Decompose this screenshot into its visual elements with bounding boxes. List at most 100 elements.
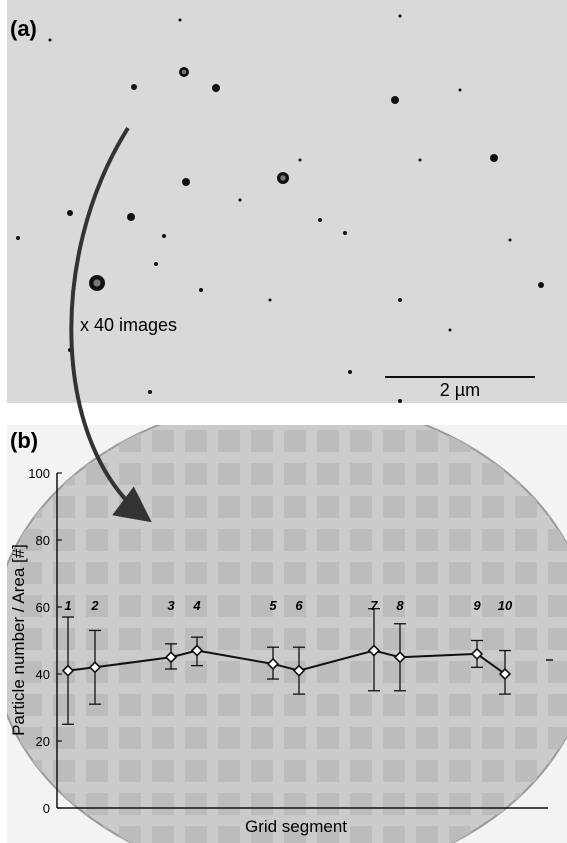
grid-cell: [86, 628, 108, 650]
grid-cell: [119, 628, 141, 650]
grid-cell: [350, 694, 372, 716]
grid-cell: [449, 727, 471, 749]
grid-cell: [449, 562, 471, 584]
grid-cell: [515, 661, 537, 683]
grid-cell: [482, 760, 504, 782]
y-ticks: 0 20 40 60 80 100: [28, 466, 62, 816]
data-point: [190, 644, 204, 657]
grid-cell: [119, 595, 141, 617]
grid-cell: [251, 661, 273, 683]
grid-cell: [416, 628, 438, 650]
grid-cell: [284, 694, 306, 716]
grid-cell: [548, 727, 567, 749]
segment-label: 5: [269, 598, 277, 613]
grid-cell: [482, 496, 504, 518]
y-tick-label: 80: [36, 533, 50, 548]
grid-cell: [119, 496, 141, 518]
grid-cell: [317, 826, 339, 843]
grid-cell: [53, 562, 75, 584]
grid-cell: [383, 628, 405, 650]
grid-cell: [86, 595, 108, 617]
grid-cell: [383, 793, 405, 815]
grid-cell: [86, 694, 108, 716]
segment-label: 10: [498, 598, 513, 613]
panel-b-label: (b): [10, 428, 38, 453]
grid-cell: [152, 430, 174, 452]
grid-cell: [515, 628, 537, 650]
grid-cell: [251, 496, 273, 518]
grid-cell: [251, 595, 273, 617]
grid-cell: [251, 727, 273, 749]
grid-cell: [350, 496, 372, 518]
grid-cell: [548, 595, 567, 617]
grid-cell: [515, 727, 537, 749]
panel-a: (a) 2 µm: [7, 0, 567, 403]
grid-cell: [416, 595, 438, 617]
grid-cell: [383, 529, 405, 551]
grid-cell: [317, 628, 339, 650]
grid-cell: [119, 463, 141, 485]
grid-cell: [383, 694, 405, 716]
grid-cell: [152, 661, 174, 683]
particle: [490, 154, 498, 162]
particle: [343, 231, 347, 235]
grid-cell: [185, 793, 207, 815]
grid-cell: [515, 562, 537, 584]
particle-core: [181, 69, 187, 75]
grid-cell: [152, 595, 174, 617]
grid-cell: [218, 496, 240, 518]
grid-cell: [515, 595, 537, 617]
grid-cell: [251, 628, 273, 650]
grid-cell: [53, 496, 75, 518]
grid-cell: [449, 760, 471, 782]
grid-cell: [119, 529, 141, 551]
grid-cell: [251, 529, 273, 551]
grid-cell: [86, 529, 108, 551]
grid-cell: [185, 463, 207, 485]
particle: [418, 158, 422, 162]
grid-cell: [383, 760, 405, 782]
grid-cell: [383, 661, 405, 683]
grid-cell: [284, 430, 306, 452]
grid-cell: [482, 727, 504, 749]
particle: [318, 218, 322, 222]
grid-cell: [317, 661, 339, 683]
panel-b: (b) 0 20 40 60 80 100 Particle number / Area …: [7, 425, 567, 843]
grid-cell: [317, 430, 339, 452]
grid-cell: [251, 826, 273, 843]
series-line: [67, 649, 506, 675]
grid-cell: [482, 529, 504, 551]
grid-cell: [350, 760, 372, 782]
particle: [298, 158, 302, 162]
grid-cell: [317, 595, 339, 617]
grid-cell: [383, 463, 405, 485]
grid-cell: [548, 628, 567, 650]
segment-label: 9: [473, 598, 481, 613]
grid-cell: [482, 793, 504, 815]
data-point: [61, 664, 75, 677]
grid-cell: [86, 760, 108, 782]
grid-cell: [317, 562, 339, 584]
grid-cell: [449, 793, 471, 815]
grid-cell: [20, 661, 42, 683]
grid-cell: [185, 694, 207, 716]
grid-cell: [152, 760, 174, 782]
grid-cell: [350, 595, 372, 617]
grid-cell: [218, 826, 240, 843]
grid-cell: [53, 628, 75, 650]
grid-cell: [284, 760, 306, 782]
grid-cell: [416, 430, 438, 452]
grid-cell: [119, 826, 141, 843]
particle: [48, 38, 52, 42]
grid-cell: [284, 595, 306, 617]
grid-cell: [152, 727, 174, 749]
grid-cell: [284, 529, 306, 551]
grid-cell: [449, 463, 471, 485]
particle: [127, 213, 135, 221]
grid-cell: [152, 694, 174, 716]
data-point: [266, 657, 280, 671]
segment-label: 1: [64, 598, 71, 613]
grid-cell: [317, 760, 339, 782]
grid-cell: [449, 628, 471, 650]
grid-cell: [416, 793, 438, 815]
